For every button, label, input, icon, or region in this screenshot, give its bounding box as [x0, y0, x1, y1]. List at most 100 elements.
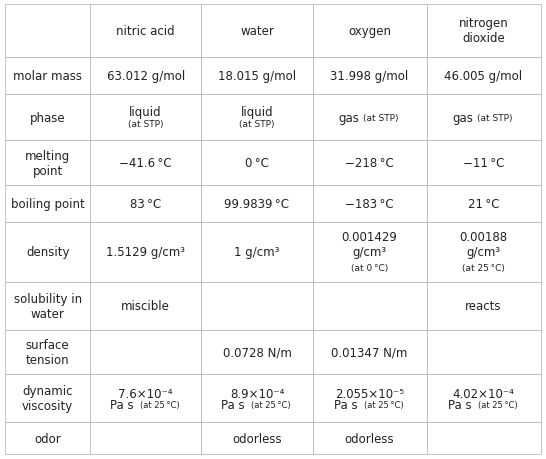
Text: liquid: liquid: [129, 106, 162, 119]
Text: Pa s: Pa s: [334, 398, 358, 411]
Text: 31.998 g/mol: 31.998 g/mol: [330, 70, 409, 83]
Text: phase: phase: [30, 112, 66, 124]
Text: gas: gas: [339, 112, 359, 124]
Text: (at STP): (at STP): [363, 113, 398, 122]
Text: Pa s: Pa s: [448, 398, 472, 411]
Text: Pa s: Pa s: [110, 398, 134, 411]
Text: water: water: [240, 25, 274, 38]
Bar: [5, 58, 90, 95]
Bar: [5, 95, 90, 141]
Bar: [313, 5, 426, 58]
Text: (at STP): (at STP): [477, 113, 512, 122]
Text: 0.01347 N/m: 0.01347 N/m: [331, 346, 408, 359]
Text: solubility in
water: solubility in water: [14, 292, 82, 320]
Bar: [90, 330, 201, 375]
Bar: [90, 58, 201, 95]
Text: 83 °C: 83 °C: [130, 197, 161, 211]
Text: (at 25 °C): (at 25 °C): [364, 400, 403, 409]
Bar: [313, 282, 426, 330]
Bar: [426, 282, 541, 330]
Bar: [313, 185, 426, 223]
Text: odorless: odorless: [232, 432, 282, 445]
Bar: [201, 223, 313, 282]
Text: 18.015 g/mol: 18.015 g/mol: [218, 70, 296, 83]
Text: −41.6 °C: −41.6 °C: [120, 157, 172, 170]
Text: odor: odor: [34, 432, 61, 445]
Bar: [426, 330, 541, 375]
Bar: [201, 330, 313, 375]
Text: Pa s: Pa s: [221, 398, 245, 411]
Bar: [426, 141, 541, 185]
Bar: [313, 58, 426, 95]
Text: molar mass: molar mass: [13, 70, 82, 83]
Bar: [90, 282, 201, 330]
Text: nitric acid: nitric acid: [116, 25, 175, 38]
Bar: [426, 375, 541, 423]
Bar: [426, 423, 541, 454]
Text: reacts: reacts: [465, 300, 502, 313]
Bar: [201, 282, 313, 330]
Text: (at 25 °C): (at 25 °C): [462, 263, 505, 272]
Text: −183 °C: −183 °C: [345, 197, 394, 211]
Text: boiling point: boiling point: [11, 197, 85, 211]
Text: 0 °C: 0 °C: [245, 157, 269, 170]
Text: −11 °C: −11 °C: [463, 157, 505, 170]
Text: (at STP): (at STP): [128, 119, 163, 129]
Bar: [313, 330, 426, 375]
Text: gas: gas: [452, 112, 473, 124]
Bar: [426, 223, 541, 282]
Text: liquid: liquid: [241, 106, 273, 119]
Bar: [313, 141, 426, 185]
Bar: [201, 5, 313, 58]
Text: (at 25 °C): (at 25 °C): [251, 400, 290, 409]
Bar: [201, 58, 313, 95]
Text: (at 25 °C): (at 25 °C): [140, 400, 180, 409]
Bar: [201, 423, 313, 454]
Bar: [5, 423, 90, 454]
Text: 1.5129 g/cm³: 1.5129 g/cm³: [106, 246, 185, 259]
Text: g/cm³: g/cm³: [466, 246, 501, 259]
Text: 99.9839 °C: 99.9839 °C: [224, 197, 289, 211]
Bar: [90, 95, 201, 141]
Text: surface
tension: surface tension: [26, 338, 69, 366]
Text: miscible: miscible: [121, 300, 170, 313]
Bar: [201, 95, 313, 141]
Text: 0.00188: 0.00188: [460, 230, 508, 243]
Bar: [313, 95, 426, 141]
Text: 0.0728 N/m: 0.0728 N/m: [223, 346, 292, 359]
Bar: [313, 375, 426, 423]
Text: 7.6×10⁻⁴: 7.6×10⁻⁴: [118, 387, 173, 400]
Text: −218 °C: −218 °C: [345, 157, 394, 170]
Bar: [90, 5, 201, 58]
Bar: [5, 185, 90, 223]
Text: (at 25 °C): (at 25 °C): [478, 400, 517, 409]
Text: odorless: odorless: [345, 432, 394, 445]
Text: (at 0 °C): (at 0 °C): [351, 263, 388, 272]
Text: (at STP): (at STP): [239, 119, 275, 129]
Text: 21 °C: 21 °C: [468, 197, 499, 211]
Bar: [90, 375, 201, 423]
Bar: [5, 223, 90, 282]
Text: 0.001429: 0.001429: [342, 230, 397, 243]
Bar: [5, 375, 90, 423]
Bar: [201, 185, 313, 223]
Bar: [201, 375, 313, 423]
Bar: [5, 5, 90, 58]
Bar: [313, 423, 426, 454]
Bar: [313, 223, 426, 282]
Bar: [90, 185, 201, 223]
Bar: [5, 282, 90, 330]
Bar: [201, 141, 313, 185]
Bar: [5, 330, 90, 375]
Bar: [426, 95, 541, 141]
Text: nitrogen
dioxide: nitrogen dioxide: [459, 17, 508, 45]
Text: 4.02×10⁻⁴: 4.02×10⁻⁴: [453, 387, 514, 400]
Text: melting
point: melting point: [25, 149, 70, 177]
Text: 46.005 g/mol: 46.005 g/mol: [444, 70, 523, 83]
Bar: [90, 141, 201, 185]
Text: g/cm³: g/cm³: [353, 246, 387, 259]
Text: dynamic
viscosity: dynamic viscosity: [22, 385, 73, 413]
Text: oxygen: oxygen: [348, 25, 391, 38]
Text: 1 g/cm³: 1 g/cm³: [234, 246, 280, 259]
Text: 63.012 g/mol: 63.012 g/mol: [106, 70, 185, 83]
